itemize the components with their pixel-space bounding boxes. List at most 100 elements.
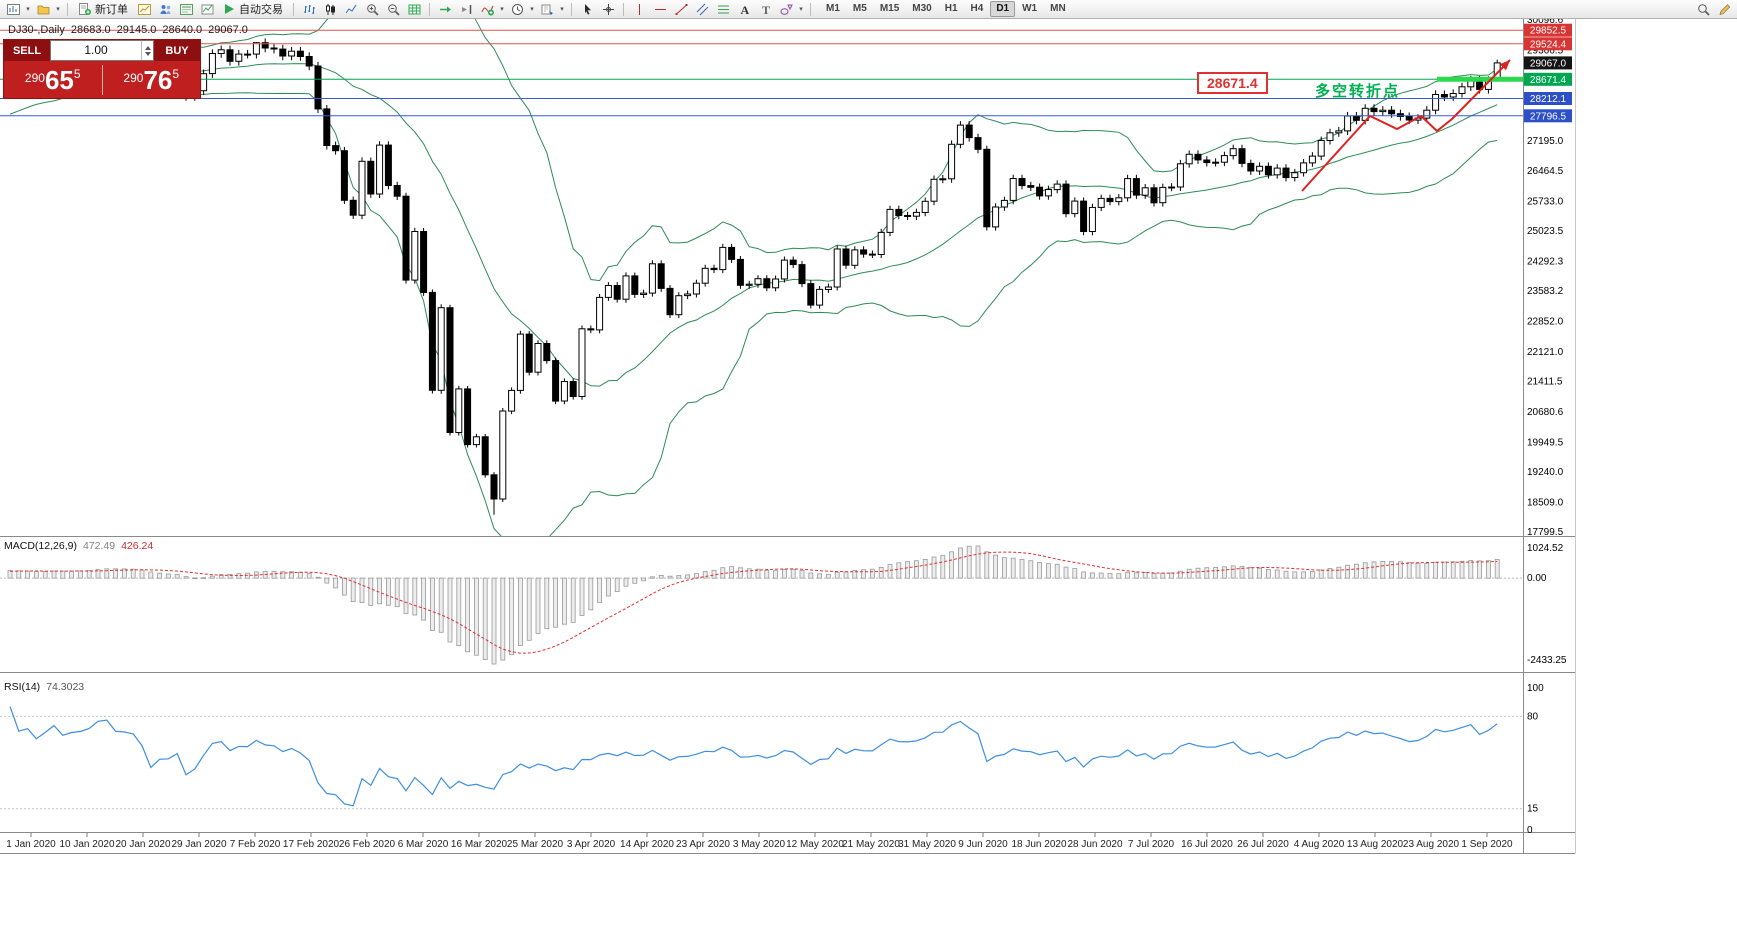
navigator-icon[interactable] bbox=[155, 1, 175, 18]
label-tool-icon[interactable]: T bbox=[755, 1, 775, 18]
sell-price[interactable]: 290655 bbox=[24, 64, 81, 95]
toolbar-separator bbox=[429, 2, 430, 16]
text-tool-icon[interactable]: A bbox=[734, 1, 754, 18]
indicators-icon[interactable] bbox=[477, 1, 497, 18]
buy-price[interactable]: 290765 bbox=[123, 64, 180, 95]
new-order-button[interactable]: 新订单 bbox=[73, 1, 133, 18]
svg-text:29067.0: 29067.0 bbox=[1530, 58, 1567, 69]
timeframe-button-M5[interactable]: M5 bbox=[847, 1, 873, 17]
timeframe-button-M1[interactable]: M1 bbox=[820, 1, 846, 17]
search-icon[interactable] bbox=[1693, 1, 1713, 18]
ohlc-high: 29145.0 bbox=[116, 24, 157, 36]
shapes-dropdown-icon[interactable]: ▾ bbox=[799, 5, 803, 13]
timeframe-button-M30[interactable]: M30 bbox=[906, 1, 937, 17]
rsi-value: 74.3023 bbox=[46, 681, 85, 693]
template-painter-icon[interactable] bbox=[537, 1, 557, 18]
crosshair-icon[interactable] bbox=[598, 1, 618, 18]
volume-up-icon[interactable] bbox=[144, 45, 151, 50]
timeframe-button-M15[interactable]: M15 bbox=[874, 1, 905, 17]
timeframe-button-W1[interactable]: W1 bbox=[1016, 1, 1043, 17]
new-chart-dropdown-icon[interactable]: ▾ bbox=[26, 5, 30, 13]
terminal-icon[interactable] bbox=[176, 1, 196, 18]
trendline-tool-icon[interactable] bbox=[671, 1, 691, 18]
svg-text:29 Jan 2020: 29 Jan 2020 bbox=[171, 839, 226, 850]
volume-down-icon[interactable] bbox=[144, 51, 151, 56]
svg-text:6 Mar 2020: 6 Mar 2020 bbox=[398, 839, 449, 850]
templates-grid-icon[interactable] bbox=[404, 1, 424, 18]
chart-shift-icon[interactable] bbox=[456, 1, 476, 18]
symbol-period: DJ30-,Daily bbox=[8, 24, 65, 36]
price-annotation-box[interactable]: 28671.4 bbox=[1197, 72, 1268, 94]
vertical-line-tool-icon[interactable] bbox=[629, 1, 649, 18]
svg-text:21 May 2020: 21 May 2020 bbox=[842, 839, 900, 850]
toolbar-separator bbox=[67, 2, 68, 16]
buy-button[interactable]: BUY bbox=[154, 40, 200, 61]
zoom-out-icon[interactable] bbox=[383, 1, 403, 18]
auto-scroll-icon[interactable] bbox=[435, 1, 455, 18]
price-scale-layer[interactable]: 30096.6 29366.5 27195.0 26464.5 25733.0 25023… bbox=[1524, 15, 1572, 836]
svg-text:T: T bbox=[762, 3, 770, 16]
periods-dropdown-icon[interactable]: ▾ bbox=[530, 5, 534, 13]
toolbar-separator bbox=[623, 2, 624, 16]
sell-button[interactable]: SELL bbox=[4, 40, 50, 61]
line-chart-icon[interactable] bbox=[341, 1, 361, 18]
timeframe-button-MN[interactable]: MN bbox=[1044, 1, 1072, 17]
market-watch-icon[interactable] bbox=[134, 1, 154, 18]
ohlc-close: 29067.0 bbox=[208, 24, 248, 36]
timeframe-button-H4[interactable]: H4 bbox=[965, 1, 990, 17]
main-toolbar: ▾ ▾ 新订单 自动交易 ▾ ▾ ▾ A T ▾ M1 M5 M15 M30 H1 H4 D… bbox=[0, 0, 1737, 19]
price-tag bbox=[1524, 23, 1572, 37]
trend-arrow-line[interactable] bbox=[1301, 59, 1511, 192]
svg-text:4 Aug 2020: 4 Aug 2020 bbox=[1294, 839, 1345, 850]
profiles-dropdown-icon[interactable]: ▾ bbox=[56, 5, 60, 13]
svg-text:9 Jun 2020: 9 Jun 2020 bbox=[958, 839, 1008, 850]
edit-pencil-icon[interactable] bbox=[1714, 1, 1734, 18]
svg-text:22121.0: 22121.0 bbox=[1527, 347, 1564, 358]
new-order-label: 新订单 bbox=[95, 4, 128, 16]
periods-clock-icon[interactable] bbox=[507, 1, 527, 18]
svg-text:29366.5: 29366.5 bbox=[1527, 45, 1564, 56]
new-chart-icon[interactable] bbox=[3, 1, 23, 18]
svg-text:3 Apr 2020: 3 Apr 2020 bbox=[567, 839, 616, 850]
strategy-tester-icon[interactable] bbox=[197, 1, 217, 18]
rsi-layer bbox=[0, 706, 1523, 810]
svg-text:29852.5: 29852.5 bbox=[1530, 26, 1567, 37]
svg-text:31 May 2020: 31 May 2020 bbox=[898, 839, 956, 850]
svg-text:23583.2: 23583.2 bbox=[1527, 286, 1564, 297]
svg-text:26464.5: 26464.5 bbox=[1527, 166, 1564, 177]
template-dropdown-icon[interactable]: ▾ bbox=[560, 5, 564, 13]
profiles-icon[interactable] bbox=[33, 1, 53, 18]
shapes-tool-icon[interactable] bbox=[776, 1, 796, 18]
cursor-icon[interactable] bbox=[577, 1, 597, 18]
indicators-dropdown-icon[interactable]: ▾ bbox=[500, 5, 504, 13]
price-tag bbox=[1524, 37, 1572, 51]
timeframe-button-H1[interactable]: H1 bbox=[939, 1, 964, 17]
time-axis-layer[interactable]: 1 Jan 2020 10 Jan 2020 20 Jan 2020 29 Jan 2… bbox=[6, 833, 1513, 850]
zoom-in-icon[interactable] bbox=[362, 1, 382, 18]
svg-text:7 Feb 2020: 7 Feb 2020 bbox=[230, 839, 281, 850]
svg-text:0.00: 0.00 bbox=[1527, 573, 1547, 584]
volume-value[interactable]: 1.00 bbox=[84, 43, 108, 57]
bar-chart-icon[interactable] bbox=[299, 1, 319, 18]
svg-text:17 Feb 2020: 17 Feb 2020 bbox=[283, 839, 340, 850]
svg-text:13 Aug 2020: 13 Aug 2020 bbox=[1347, 839, 1404, 850]
horizontal-line-tool-icon[interactable] bbox=[650, 1, 670, 18]
macd-indicator-label: MACD(12,26,9) 472.49 426.24 bbox=[4, 540, 153, 552]
svg-text:14 Apr 2020: 14 Apr 2020 bbox=[620, 839, 674, 850]
svg-text:26 Feb 2020: 26 Feb 2020 bbox=[339, 839, 396, 850]
candlestick-chart-icon[interactable] bbox=[320, 1, 340, 18]
volume-input[interactable]: 1.00 bbox=[50, 40, 154, 61]
ohlc-open: 28683.0 bbox=[70, 24, 111, 36]
timeframe-button-D1[interactable]: D1 bbox=[990, 1, 1016, 17]
channel-tool-icon[interactable] bbox=[692, 1, 712, 18]
autotrading-button[interactable]: 自动交易 bbox=[218, 1, 288, 18]
timeframe-group: M1 M5 M15 M30 H1 H4 D1 W1 MN bbox=[820, 1, 1072, 17]
toolbar-separator bbox=[293, 2, 294, 16]
fibonacci-tool-icon[interactable] bbox=[713, 1, 733, 18]
volume-spinner[interactable] bbox=[141, 41, 153, 60]
svg-text:23 Apr 2020: 23 Apr 2020 bbox=[676, 839, 730, 850]
svg-text:19949.5: 19949.5 bbox=[1527, 437, 1564, 448]
trend-arrow-head bbox=[1499, 60, 1510, 71]
turning-point-label[interactable]: 多空转折点 bbox=[1315, 83, 1401, 100]
